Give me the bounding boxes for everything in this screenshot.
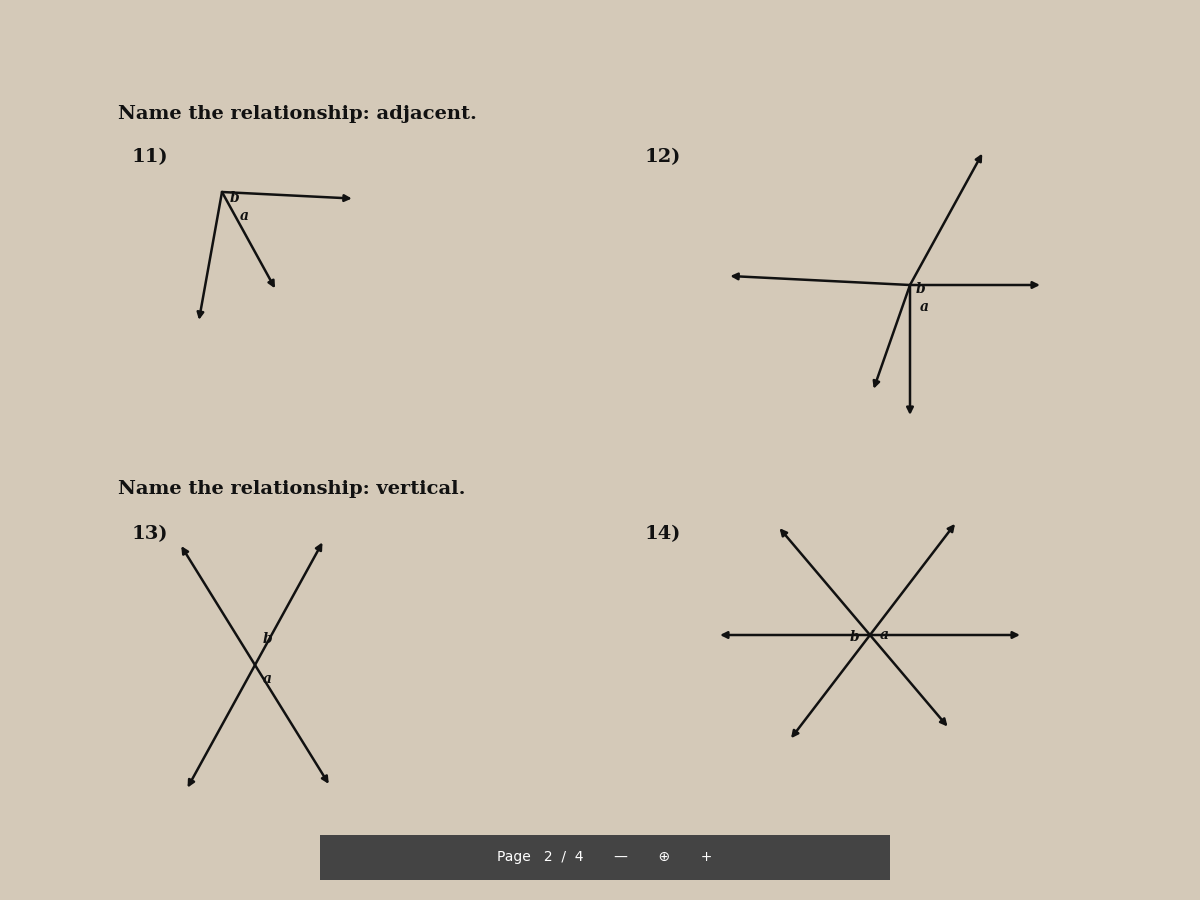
- Text: 12): 12): [646, 148, 682, 166]
- Text: Page   2  /  4       —       ⊕       +: Page 2 / 4 — ⊕ +: [497, 850, 713, 865]
- Text: a: a: [240, 209, 250, 223]
- Text: b: b: [916, 282, 925, 296]
- Text: a: a: [920, 300, 929, 314]
- Text: 14): 14): [646, 525, 682, 543]
- Text: a: a: [880, 628, 889, 642]
- Text: a: a: [263, 672, 272, 686]
- Text: 13): 13): [132, 525, 168, 543]
- Text: 11): 11): [132, 148, 169, 166]
- Text: Name the relationship: adjacent.: Name the relationship: adjacent.: [118, 105, 476, 123]
- Text: b: b: [263, 632, 272, 646]
- Text: Name the relationship: vertical.: Name the relationship: vertical.: [118, 480, 466, 498]
- Text: b: b: [230, 191, 240, 205]
- Text: b: b: [850, 630, 859, 644]
- Bar: [320, 835, 890, 880]
